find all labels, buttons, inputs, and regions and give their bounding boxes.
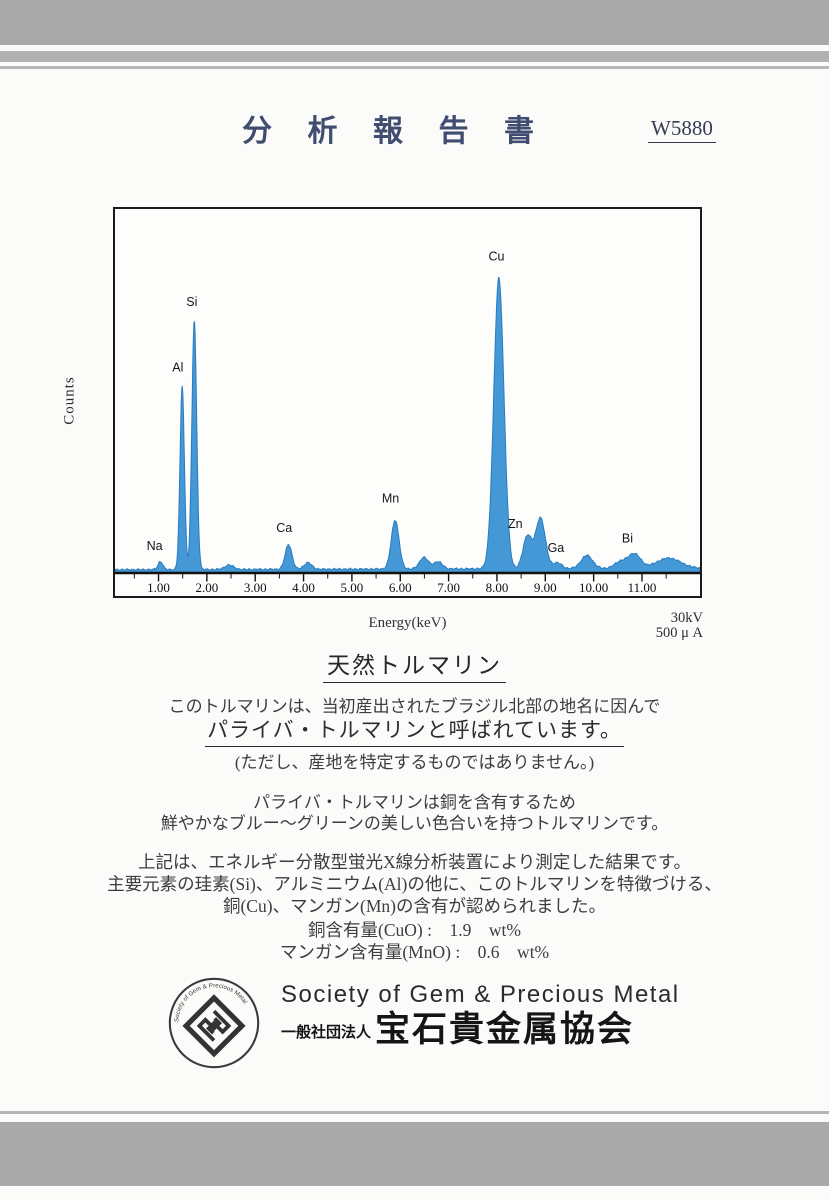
- x-tick-label: 3.00: [244, 580, 267, 595]
- top-border-band: [0, 0, 829, 45]
- bottom-border-line: [0, 1111, 829, 1114]
- peak-label-bi: Bi: [622, 532, 633, 546]
- x-axis-label: Energy(keV): [368, 615, 447, 631]
- society-seal-logo: Society of Gem & Precious Metal: [168, 977, 260, 1069]
- copper-content-line: 銅含有量(CuO) : 1.9 wt%: [308, 920, 521, 940]
- intro-line-2: パライバ・トルマリンと呼ばれています。: [0, 714, 829, 747]
- peak-label-mn: Mn: [382, 492, 399, 506]
- peak-label-ca: Ca: [276, 521, 292, 535]
- seal-diamond-mark: [182, 994, 246, 1058]
- measurement-conditions: 30kV 500 μ A: [580, 611, 703, 641]
- intro-line-1: このトルマリンは、当初産出されたブラジル北部の地名に因んで: [168, 697, 661, 716]
- condition-current: 500 μ A: [655, 625, 703, 641]
- society-name-english: Society of Gem & Precious Metal: [281, 981, 680, 1008]
- y-axis-label: Counts: [61, 376, 78, 425]
- edx-spectrum-chart: 1.00 2.00 3.00 4.00 5.00 6.00 7.00 8.00 9.00 10.0…: [113, 207, 702, 598]
- result-line-3: 銅(Cu)、マンガン(Mn)の含有が認められました。: [222, 896, 607, 916]
- seal-outer-circle: [168, 977, 260, 1069]
- x-tick-label: 5.00: [341, 580, 364, 595]
- condition-voltage: 30kV: [670, 610, 703, 626]
- bottom-border-band: [0, 1122, 829, 1186]
- page-title: 分 析 報 告 書: [242, 115, 548, 148]
- x-tick-label: 8.00: [486, 580, 509, 595]
- description-line-1: パライバ・トルマリンは銅を含有するため: [253, 793, 576, 812]
- result-line-1: 上記は、エネルギー分散型蛍光X線分析装置により測定した結果です。: [137, 852, 692, 872]
- peak-label-al: Al: [172, 361, 183, 375]
- organization-name-japanese: 宝石貴金属協会: [375, 1010, 635, 1049]
- x-tick-label: 6.00: [389, 580, 412, 595]
- description-line-2: 鮮やかなブルー～グリーンの美しい色合いを持つトルマリンです。: [160, 814, 669, 833]
- organization-type: 一般社団法人: [281, 1024, 372, 1041]
- spectrum-plot: 1.00 2.00 3.00 4.00 5.00 6.00 7.00 8.00 9.00 10.0…: [114, 250, 701, 595]
- top-border-line: [0, 66, 829, 69]
- sample-name-heading: 天然トルマリン: [0, 646, 829, 683]
- x-tick-label: 1.00: [147, 580, 170, 595]
- spectrum-area: [114, 277, 701, 574]
- peak-label-zn: Zn: [508, 517, 523, 531]
- x-tick-label: 11.00: [628, 580, 657, 595]
- manganese-content-line: マンガン含有量(MnO) : 0.6 wt%: [279, 942, 550, 962]
- result-line-2: 主要元素の珪素(Si)、アルミニウム(Al)の他に、このトルマリンを特徴づける、: [107, 874, 722, 894]
- organization-name: 一般社団法人 宝石貴金属協会: [281, 1012, 634, 1047]
- peak-label-ga: Ga: [548, 541, 565, 555]
- peak-label-na: Na: [147, 539, 163, 553]
- peak-label-cu: Cu: [488, 250, 504, 264]
- report-number: W5880: [648, 116, 716, 143]
- x-tick-label: 9.00: [534, 580, 557, 595]
- intro-line-3: (ただし、産地を特定するものではありません。): [234, 753, 595, 772]
- x-tick-label: 10.00: [579, 580, 608, 595]
- x-tick-label: 2.00: [195, 580, 218, 595]
- x-tick-label: 7.00: [437, 580, 460, 595]
- x-tick-label: 4.00: [292, 580, 315, 595]
- top-border-stripe: [0, 51, 829, 62]
- peak-label-si: Si: [186, 295, 197, 309]
